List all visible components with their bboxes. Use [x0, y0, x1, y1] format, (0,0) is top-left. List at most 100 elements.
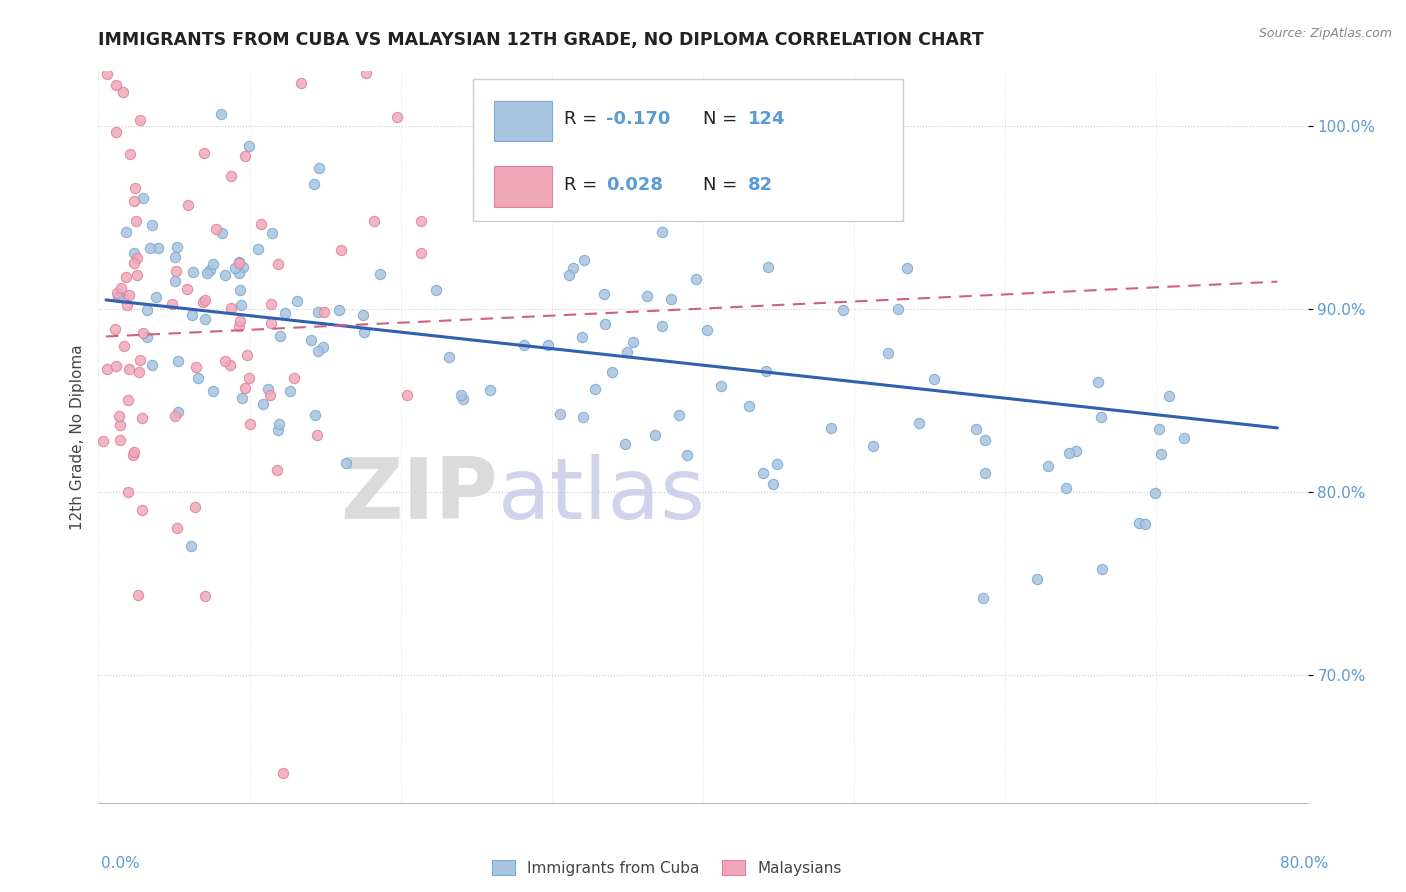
Point: [105, 78, 128, 92]
Point: [363, 214, 385, 228]
Point: [659, 293, 682, 307]
Point: [285, 293, 308, 308]
Point: [118, 287, 141, 301]
Point: [308, 161, 330, 175]
Point: [228, 255, 250, 269]
Point: [450, 388, 472, 402]
Point: [118, 362, 141, 376]
Point: [1150, 447, 1173, 461]
Point: [710, 378, 733, 392]
Point: [165, 250, 187, 264]
Point: [290, 76, 312, 90]
Point: [239, 417, 262, 432]
Point: [537, 338, 560, 352]
Point: [122, 256, 145, 270]
Point: [395, 387, 418, 401]
Point: [752, 466, 775, 480]
Point: [211, 227, 233, 241]
Point: [636, 289, 658, 303]
Point: [1173, 431, 1195, 445]
Point: [593, 287, 616, 301]
Point: [181, 308, 204, 322]
Point: [96, 362, 118, 376]
Point: [228, 256, 250, 270]
Point: [602, 365, 624, 379]
Point: [696, 323, 718, 337]
Point: [1059, 446, 1081, 460]
Point: [273, 306, 295, 320]
Point: [562, 260, 585, 275]
Point: [127, 251, 149, 265]
Point: [166, 240, 188, 254]
Point: [195, 266, 218, 280]
Point: [127, 588, 149, 602]
Point: [187, 371, 209, 385]
Point: [907, 417, 929, 431]
Point: [548, 407, 571, 421]
Point: [108, 417, 131, 432]
Point: [193, 293, 215, 307]
Point: [238, 371, 260, 385]
Point: [312, 305, 335, 319]
Point: [214, 268, 236, 283]
Point: [165, 264, 187, 278]
Point: [122, 448, 145, 462]
Point: [107, 289, 129, 303]
Point: [1090, 410, 1112, 425]
Point: [112, 291, 135, 305]
Point: [231, 392, 253, 406]
Point: [115, 269, 138, 284]
Point: [269, 417, 291, 431]
Point: [141, 358, 163, 372]
Point: [353, 326, 375, 340]
Point: [202, 257, 225, 271]
Point: [876, 346, 898, 360]
Point: [135, 330, 157, 344]
Point: [304, 408, 326, 422]
Point: [105, 125, 128, 139]
Point: [117, 392, 139, 407]
Point: [437, 350, 460, 364]
Point: [219, 169, 242, 184]
Point: [411, 214, 433, 228]
Point: [676, 448, 699, 462]
Point: [228, 266, 250, 280]
Point: [219, 358, 242, 372]
Point: [184, 360, 207, 375]
Point: [972, 591, 994, 606]
Point: [141, 219, 163, 233]
Point: [260, 317, 283, 331]
Point: [131, 411, 153, 425]
Point: [252, 397, 274, 411]
Point: [974, 466, 997, 480]
Point: [132, 191, 155, 205]
Point: [329, 244, 352, 258]
Point: [167, 405, 190, 419]
Text: IMMIGRANTS FROM CUBA VS MALAYSIAN 12TH GRADE, NO DIPLOMA CORRELATION CHART: IMMIGRANTS FROM CUBA VS MALAYSIAN 12TH G…: [98, 31, 984, 49]
Point: [973, 434, 995, 448]
Point: [194, 312, 217, 326]
Point: [160, 297, 183, 311]
Point: [558, 268, 581, 282]
Point: [129, 353, 152, 368]
Text: 124: 124: [748, 110, 785, 128]
Point: [184, 500, 207, 515]
Point: [621, 334, 644, 349]
Point: [755, 364, 778, 378]
Text: 82: 82: [748, 176, 773, 194]
Point: [122, 445, 145, 459]
Point: [117, 13, 139, 28]
Point: [1087, 376, 1109, 390]
Point: [132, 326, 155, 340]
Point: [271, 766, 294, 780]
Text: R =: R =: [564, 176, 603, 194]
Point: [1090, 562, 1112, 576]
Point: [229, 298, 252, 312]
Point: [232, 260, 254, 274]
Point: [221, 301, 243, 315]
Point: [965, 422, 987, 436]
Point: [104, 359, 127, 373]
Text: 0.0%: 0.0%: [101, 856, 141, 871]
Point: [191, 295, 214, 310]
Point: [304, 177, 326, 191]
